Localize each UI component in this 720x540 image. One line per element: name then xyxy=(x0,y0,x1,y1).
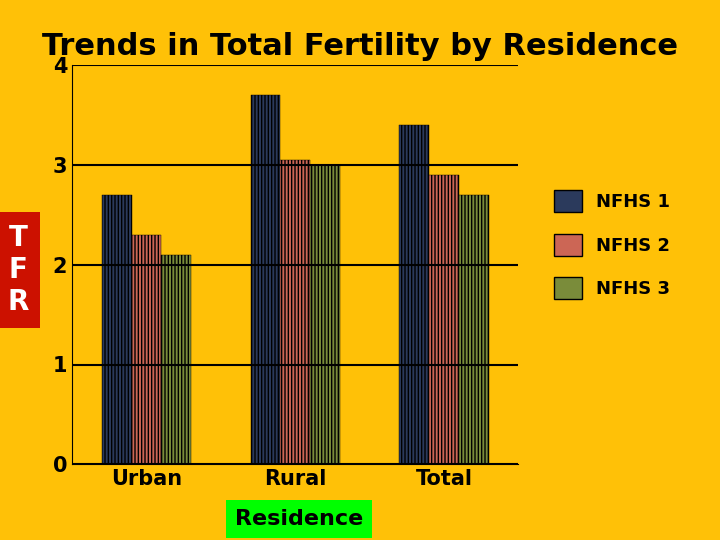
Bar xyxy=(400,125,429,464)
Legend: NFHS 1, NFHS 2, NFHS 3: NFHS 1, NFHS 2, NFHS 3 xyxy=(546,181,679,308)
Bar xyxy=(132,235,161,464)
Bar xyxy=(251,95,280,464)
Bar xyxy=(459,194,489,464)
Bar xyxy=(310,165,340,464)
Bar xyxy=(161,255,191,464)
Bar xyxy=(280,160,310,464)
Bar xyxy=(102,194,132,464)
Text: Residence: Residence xyxy=(235,509,363,529)
Text: Trends in Total Fertility by Residence: Trends in Total Fertility by Residence xyxy=(42,32,678,62)
Text: T
F
R: T F R xyxy=(7,224,29,316)
Bar xyxy=(429,175,459,464)
